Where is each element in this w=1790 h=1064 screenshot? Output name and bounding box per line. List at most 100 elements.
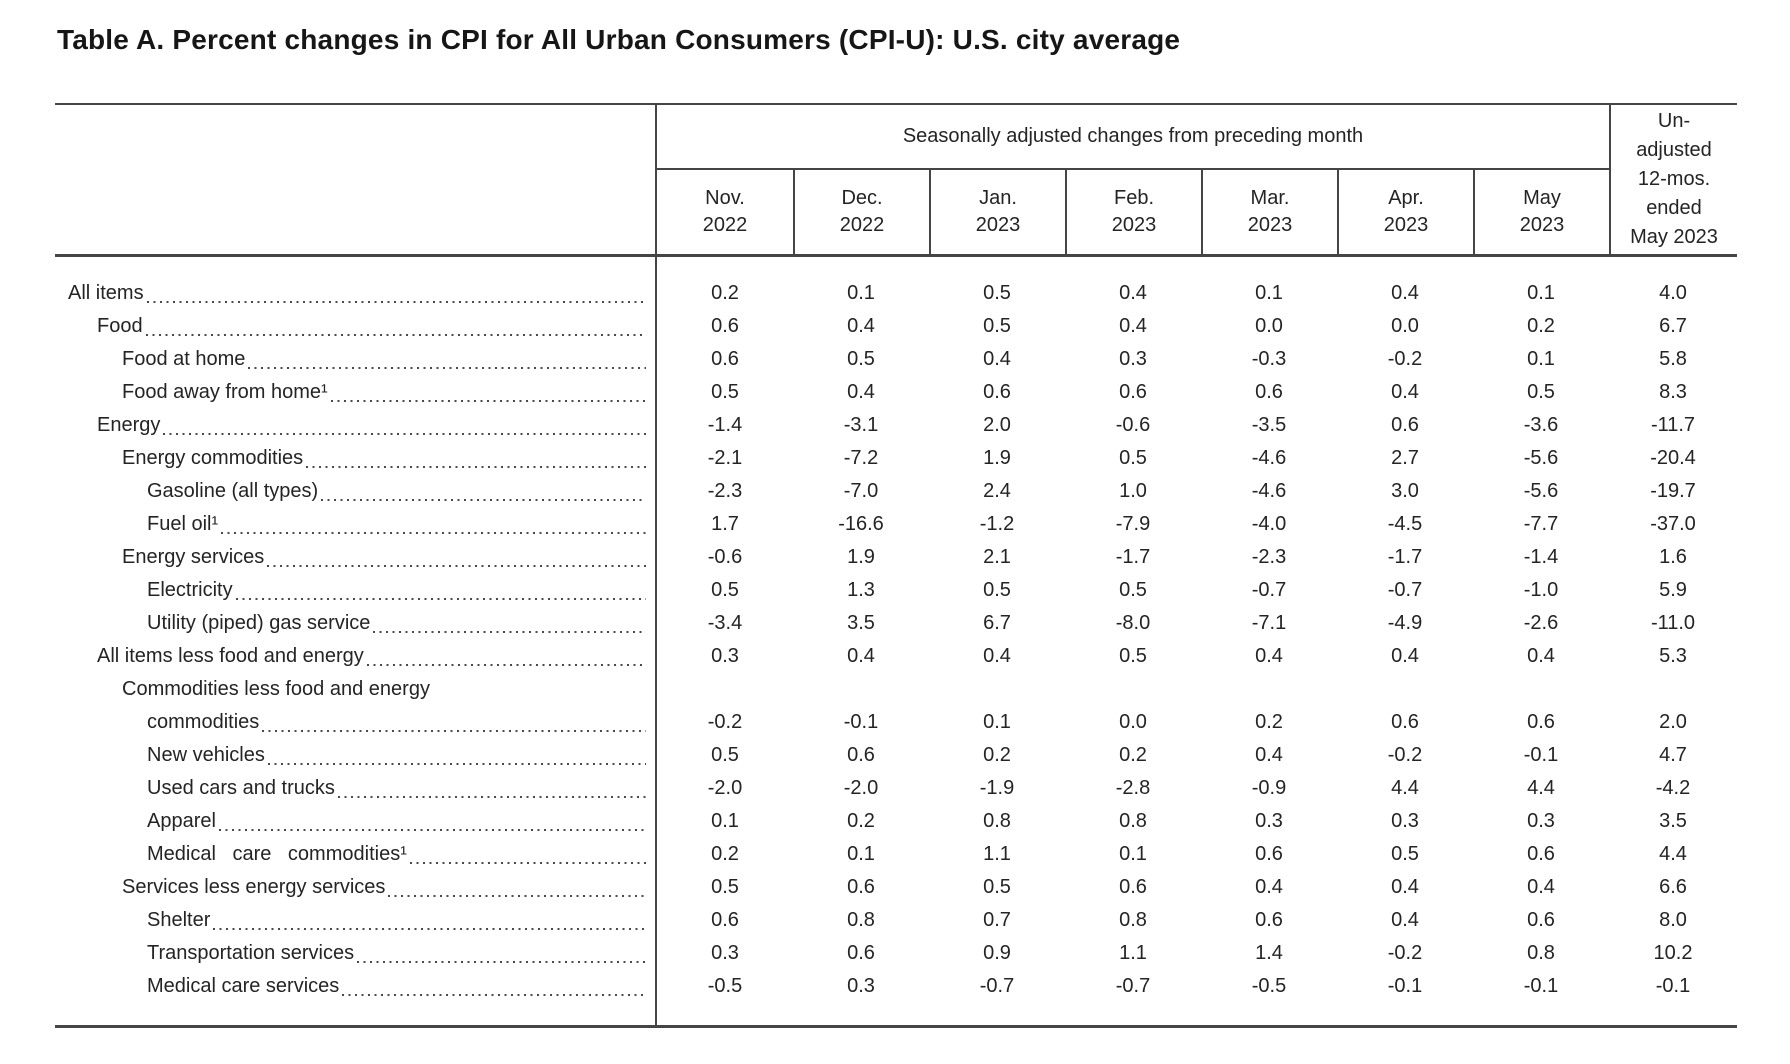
- value-cell: -1.0: [1523, 579, 1559, 601]
- value-cell: -7.7: [1523, 513, 1559, 535]
- month-year: 2023: [975, 214, 1021, 236]
- value-cell: 0.5: [1119, 645, 1147, 667]
- row-label-line: Services less energy services: [55, 871, 655, 904]
- value-cell: 0.5: [847, 348, 875, 370]
- value-cell: -0.1: [1387, 975, 1423, 997]
- value-cell: 2.4: [983, 480, 1011, 502]
- unadjusted-header-line: ended: [1646, 197, 1702, 219]
- dot-leader: [213, 904, 646, 937]
- table-row: Medical care services -0.5 0.3 -0.7 -0.7 -0.5…: [55, 970, 1737, 1003]
- value-cell: 0.4: [1119, 282, 1147, 304]
- table-row: Energy commodities -2.1 -7.2 1.9 0.5 -4.6 2.7 -…: [55, 442, 1737, 475]
- table-row: Gasoline (all types) -2.3 -7.0 2.4 1.0 -4.6 3.…: [55, 475, 1737, 508]
- dot-leader: [235, 574, 646, 607]
- row-label-line: Electricity: [55, 574, 655, 607]
- value-cell: 0.1: [1527, 282, 1555, 304]
- row-label-cell: Energy commodities: [55, 442, 657, 475]
- dot-leader: [221, 508, 646, 541]
- dot-leader: [357, 937, 646, 970]
- table-row: Utility (piped) gas service -3.4 3.5 6.7 -8.…: [55, 607, 1737, 640]
- value-cell: 2.0: [1659, 711, 1687, 733]
- row-label-line: All items: [55, 277, 655, 310]
- value-cell: 0.6: [1391, 414, 1419, 436]
- value-cell: -2.3: [1251, 546, 1287, 568]
- group-header-label: Seasonally adjusted changes from precedi…: [657, 105, 1609, 170]
- month-year: 2022: [702, 214, 748, 236]
- row-label-line: Energy services: [55, 541, 655, 574]
- dot-leader: [366, 640, 646, 673]
- value-cell: 0.4: [847, 381, 875, 403]
- row-label-cell: Services less energy services: [55, 871, 657, 904]
- row-label-cell: Food at home: [55, 343, 657, 376]
- value-cell: 0.6: [711, 909, 739, 931]
- value-cell: 0.3: [711, 645, 739, 667]
- value-cell: 0.1: [847, 282, 875, 304]
- value-cell: -0.2: [1387, 942, 1423, 964]
- table-row: All items 0.2 0.1 0.5 0.4 0.1 0.4 0.1 4.0: [55, 277, 1737, 310]
- value-cell: 1.9: [847, 546, 875, 568]
- table-row: New vehicles 0.5 0.6 0.2 0.2 0.4 -0.2 -0.1 4.7: [55, 739, 1737, 772]
- value-cell: 0.8: [1119, 909, 1147, 931]
- row-label: Energy: [97, 414, 161, 436]
- dot-leader: [248, 343, 646, 376]
- row-label-cell: Food away from home¹: [55, 376, 657, 409]
- value-cell: -0.7: [979, 975, 1015, 997]
- month-year: 2023: [1383, 214, 1429, 236]
- value-cell: 2.1: [983, 546, 1011, 568]
- row-label-line: Shelter: [55, 904, 655, 937]
- value-cell: 0.2: [1119, 744, 1147, 766]
- value-cell: 0.5: [711, 579, 739, 601]
- value-cell: -1.7: [1387, 546, 1423, 568]
- value-cell: 6.6: [1659, 876, 1687, 898]
- row-label-cell: All items: [55, 277, 657, 310]
- value-cell: 0.4: [1119, 315, 1147, 337]
- month-year: 2023: [1247, 214, 1293, 236]
- unadjusted-header-line: 12-mos.: [1637, 168, 1711, 190]
- row-label-line: Used cars and trucks: [55, 772, 655, 805]
- table-body: All items 0.2 0.1 0.5 0.4 0.1 0.4 0.1 4.0 Food 0.6…: [55, 257, 1737, 1025]
- dot-leader: [330, 376, 646, 409]
- row-label: Transportation services: [147, 942, 355, 964]
- value-cell: 0.3: [1527, 810, 1555, 832]
- row-label: Utility (piped) gas service: [147, 612, 371, 634]
- row-label: Electricity: [147, 579, 233, 601]
- row-label-cell: New vehicles: [55, 739, 657, 772]
- row-label: All items: [68, 282, 144, 304]
- value-cell: 0.7: [983, 909, 1011, 931]
- value-cell: 0.4: [1255, 876, 1283, 898]
- month-header-cell: Mar. 2023: [1201, 170, 1337, 254]
- month-name: Dec.: [841, 187, 883, 209]
- value-cell: -4.9: [1387, 612, 1423, 634]
- value-cell: -0.6: [707, 546, 743, 568]
- row-label-cell: Food: [55, 310, 657, 343]
- month-year: 2022: [839, 214, 885, 236]
- value-cell: 0.5: [1527, 381, 1555, 403]
- table-row: All items less food and energy 0.3 0.4 0.4 0…: [55, 640, 1737, 673]
- dot-leader: [267, 739, 646, 772]
- row-label: Food away from home¹: [122, 381, 328, 403]
- value-cell: 0.5: [1391, 843, 1419, 865]
- value-cell: -4.2: [1655, 777, 1691, 799]
- value-cell: 1.4: [1255, 942, 1283, 964]
- value-cell: 0.4: [1255, 645, 1283, 667]
- month-name: Nov.: [705, 187, 745, 209]
- value-cell: -5.6: [1523, 480, 1559, 502]
- value-cell: 0.5: [983, 315, 1011, 337]
- row-label: New vehicles: [147, 744, 265, 766]
- value-cell: -1.2: [979, 513, 1015, 535]
- row-label: Medical care services: [147, 975, 340, 997]
- row-label-cell: Used cars and trucks: [55, 772, 657, 805]
- value-cell: 0.6: [1527, 909, 1555, 931]
- month-header-cell: Apr. 2023: [1337, 170, 1473, 254]
- month-year: 2023: [1111, 214, 1157, 236]
- dot-leader: [342, 970, 646, 1003]
- value-cell: 0.4: [1391, 876, 1419, 898]
- value-cell: -11.7: [1650, 414, 1696, 436]
- value-cell: 5.3: [1659, 645, 1687, 667]
- row-label-line: Utility (piped) gas service: [55, 607, 655, 640]
- value-cell: 4.4: [1659, 843, 1687, 865]
- month-name: Apr.: [1388, 187, 1424, 209]
- value-cell: -0.7: [1387, 579, 1423, 601]
- value-cell: -0.1: [1523, 975, 1559, 997]
